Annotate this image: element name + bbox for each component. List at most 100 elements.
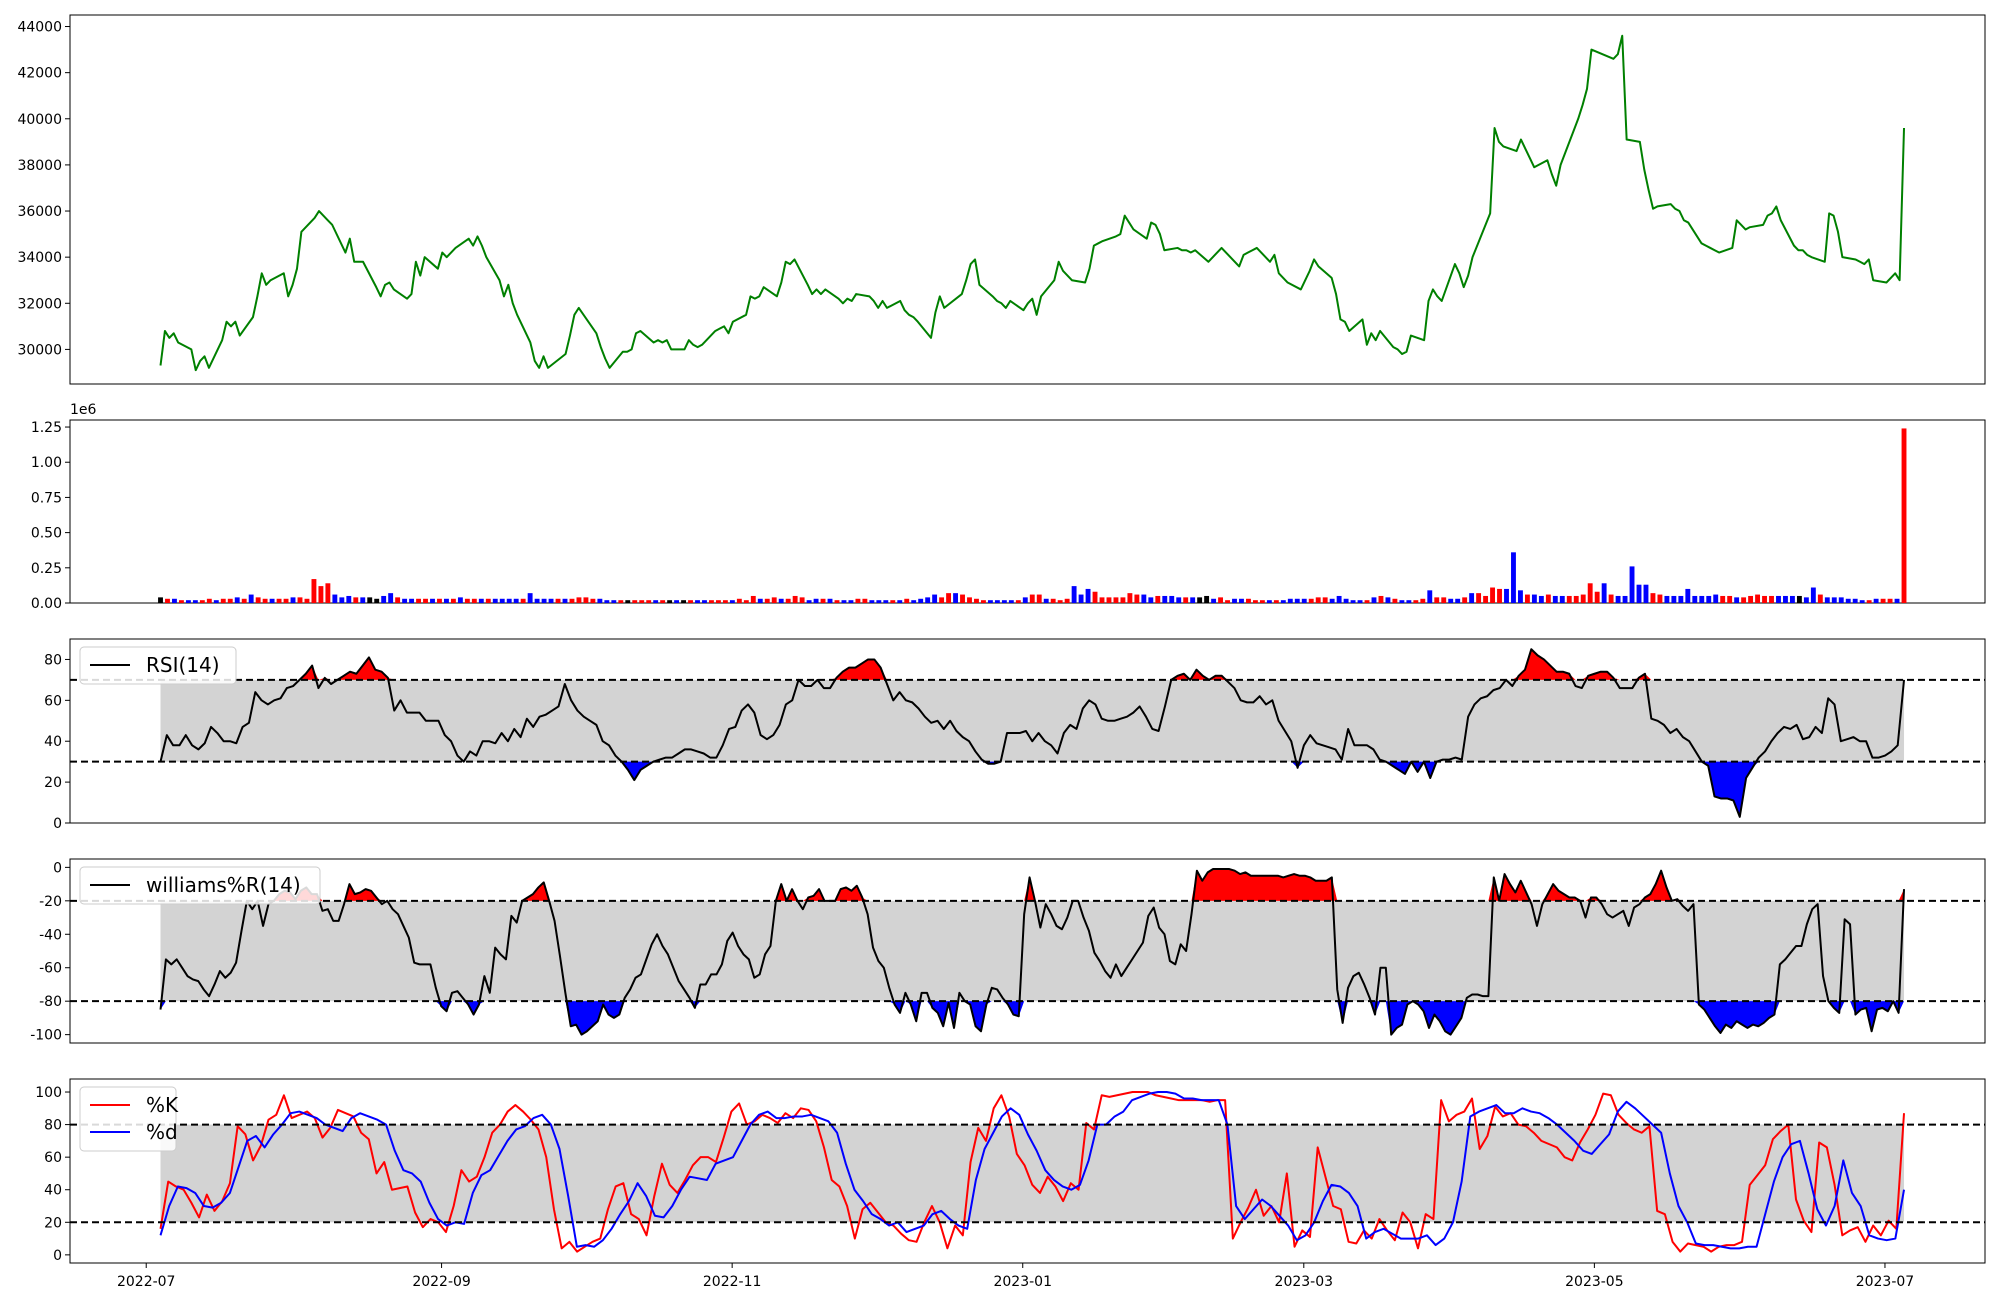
volume-bar (1755, 594, 1761, 603)
volume-bar (1413, 600, 1419, 603)
volume-bar (1022, 597, 1028, 603)
volume-bar (750, 595, 756, 603)
volume-bar (1650, 593, 1656, 603)
volume-bar (1085, 588, 1091, 603)
volume-bar (360, 597, 366, 603)
volume-bar (1880, 598, 1886, 603)
volume-bar (1127, 593, 1133, 603)
volume-bar (1294, 598, 1300, 603)
volume-bar (1455, 598, 1461, 603)
volume-bar (318, 586, 324, 603)
legend-label: RSI(14) (146, 653, 220, 677)
rsi-axes-frame (69, 638, 1986, 824)
volume-bar (862, 598, 868, 603)
volume-bar (1315, 597, 1321, 603)
volume-bar (827, 598, 833, 603)
volume-bar (653, 600, 659, 603)
volume-bar (757, 598, 763, 603)
volume-bar (1036, 594, 1042, 603)
volume-bar (1580, 594, 1586, 603)
volume-bar (1001, 600, 1007, 603)
volume-bar (1469, 593, 1475, 603)
volume-bar (1169, 595, 1175, 603)
volume-bar (1266, 600, 1272, 603)
volume-bar (276, 598, 282, 603)
volume-bar (813, 598, 819, 603)
volume-bar (1029, 594, 1035, 603)
volume-bar (1671, 595, 1677, 603)
volume-bar (764, 598, 770, 603)
volume-bar (590, 598, 596, 603)
y-tick-label: -60 (39, 961, 62, 977)
volume-bar (485, 598, 491, 603)
legend-box (79, 1086, 177, 1152)
volume-bar (416, 598, 421, 603)
volume-bar (1176, 597, 1182, 603)
volume-bar (381, 595, 387, 603)
volume-bar (1866, 600, 1872, 603)
volume-bar (994, 600, 1000, 603)
volume-bar (1476, 593, 1482, 603)
stochastic-axes-frame (69, 1078, 1986, 1264)
x-tick-label: 2023-01 (993, 1274, 1052, 1290)
volume-bar (1204, 595, 1210, 603)
volume-bar (1685, 588, 1691, 603)
volume-bar (1329, 598, 1335, 603)
volume-axes-frame (69, 419, 1986, 604)
volume-bar (1657, 594, 1663, 603)
williams-r-overbought-fill (160, 869, 1905, 901)
volume-bar (1713, 594, 1719, 603)
volume-bar (841, 600, 847, 603)
y-tick-label: 60 (44, 1150, 62, 1166)
volume-bar (402, 598, 408, 603)
y-tick-label: 0 (53, 1248, 62, 1264)
volume-bar (430, 598, 435, 603)
volume-bar (297, 597, 303, 603)
volume-bar (172, 598, 177, 603)
volume-bar (785, 598, 791, 603)
volume-bar (457, 597, 463, 603)
volume-bar (492, 598, 498, 603)
williams-r-neutral-band (160, 900, 1905, 1002)
volume-bar (241, 598, 247, 603)
volume-bar (1706, 595, 1712, 603)
volume-bar (444, 598, 449, 603)
y-tick-label: 0.00 (31, 596, 62, 612)
x-tick-label: 2022-09 (412, 1274, 471, 1290)
volume-bar (722, 600, 728, 603)
volume-bar (1511, 552, 1516, 603)
volume-bar (269, 598, 275, 603)
volume-bar (346, 595, 352, 603)
volume-bar (974, 598, 979, 603)
volume-bar (395, 597, 401, 603)
stochastic-series-line-0 (159, 1091, 1906, 1253)
volume-bar (1852, 598, 1858, 603)
volume-bar (1392, 598, 1398, 603)
volume-bar (1741, 597, 1747, 603)
volume-bar (1092, 591, 1098, 603)
volume-bar (1378, 595, 1384, 603)
price-series-line (159, 34, 1906, 372)
volume-bar (1901, 428, 1907, 603)
volume-bar (1518, 590, 1523, 603)
price-panel: 30000 32000 34000 36000 38000 40000 42000 44000 (17, 14, 1986, 385)
y-tick-label: 30000 (17, 342, 62, 358)
volume-bar (499, 598, 505, 603)
volume-bar (1538, 595, 1544, 603)
volume-bar (799, 597, 805, 603)
volume-bar (1057, 600, 1063, 603)
volume-bar (548, 598, 554, 603)
volume-bar (520, 598, 526, 603)
x-tick-label: 2023-05 (1565, 1274, 1624, 1290)
volume-bar (897, 600, 903, 603)
volume-bar (213, 600, 219, 603)
volume-bar (618, 600, 624, 603)
volume-bar (953, 593, 958, 603)
volume-bar (736, 598, 742, 603)
volume-bar (1831, 597, 1837, 603)
volume-bar (611, 600, 617, 603)
volume-bar (1399, 600, 1405, 603)
volume-bar (632, 600, 638, 603)
y-tick-label: 40 (44, 734, 62, 750)
